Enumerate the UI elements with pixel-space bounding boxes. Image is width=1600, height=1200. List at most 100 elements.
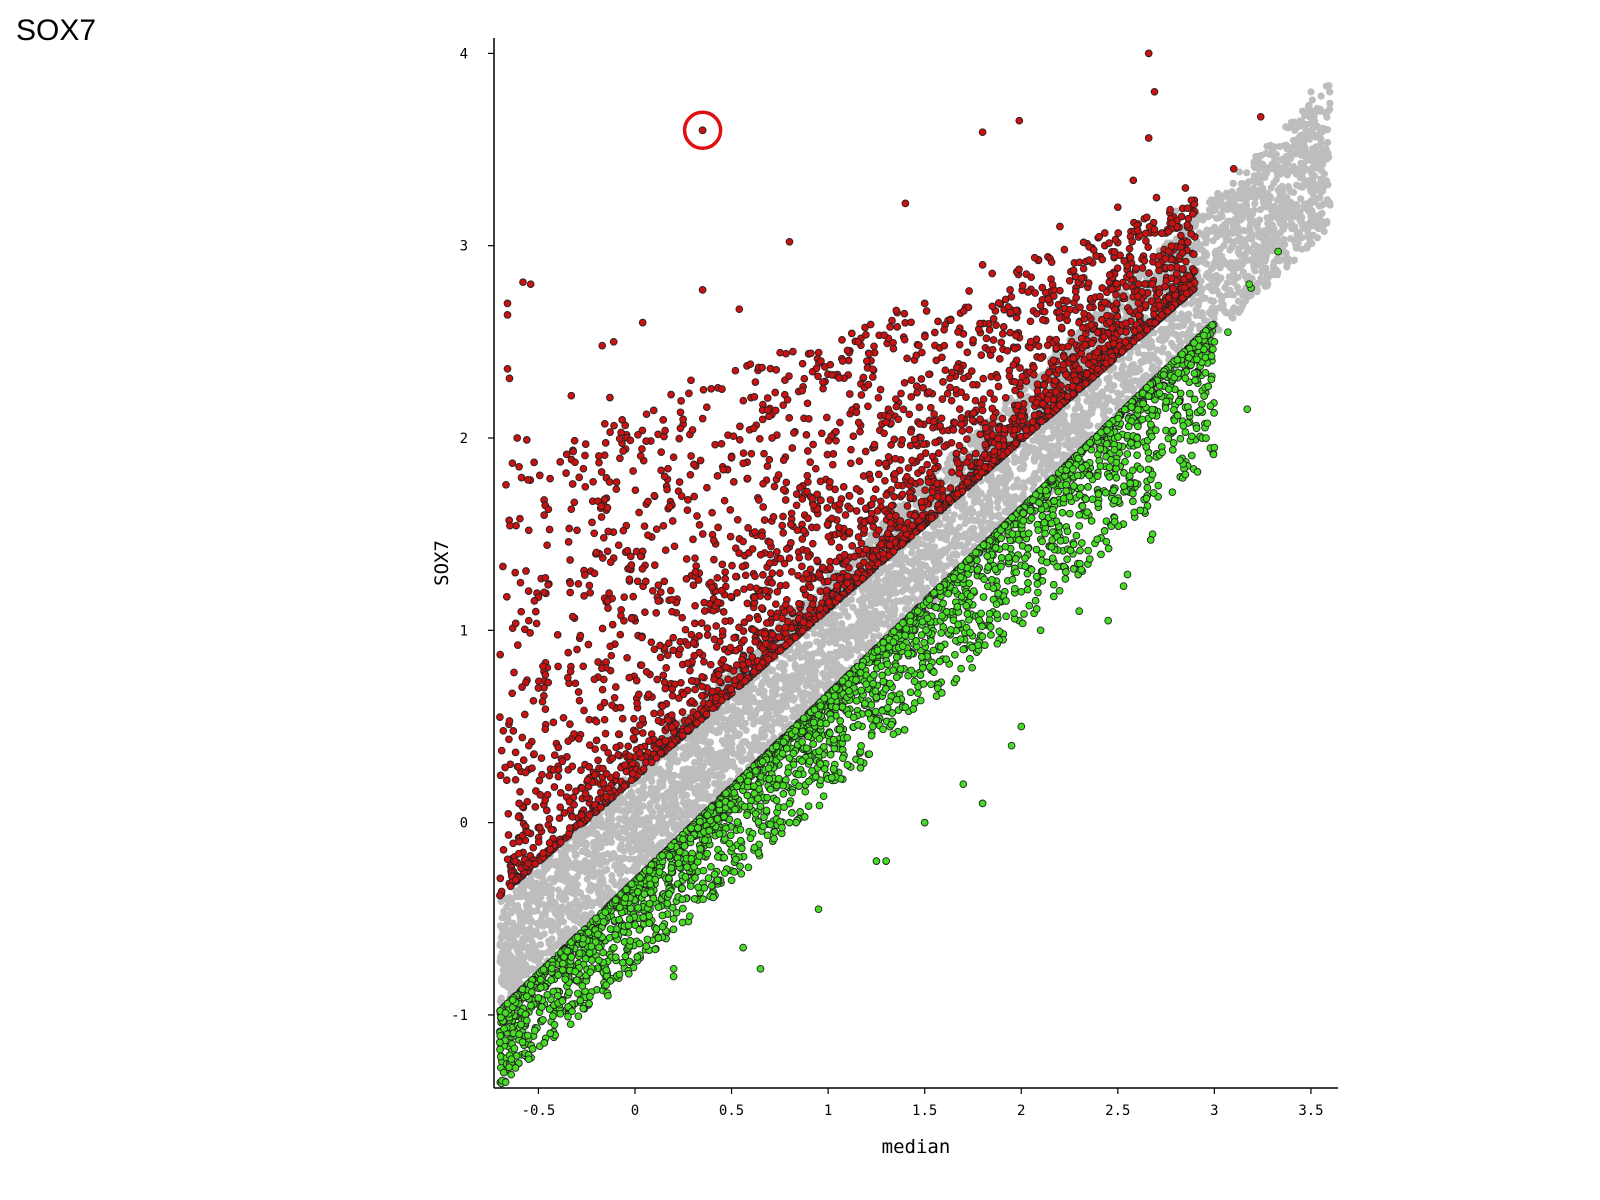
neutral-point xyxy=(1280,225,1288,233)
neutral-point xyxy=(715,771,723,779)
neutral-point xyxy=(1222,236,1230,244)
neutral-point xyxy=(676,814,684,822)
neutral-point xyxy=(1297,195,1305,203)
neutral-point xyxy=(623,867,631,875)
neutral-point xyxy=(884,614,893,622)
neutral-point xyxy=(544,917,552,925)
neutral-point xyxy=(869,632,878,641)
neutral-point xyxy=(597,888,605,896)
neutral-point xyxy=(1211,206,1219,214)
neutral-point xyxy=(541,866,549,875)
neutral-point xyxy=(817,642,825,650)
neutral-point xyxy=(825,672,833,681)
neutral-point xyxy=(1253,247,1261,255)
neutral-point xyxy=(760,687,768,695)
neutral-point xyxy=(585,859,593,867)
neutral-point xyxy=(532,927,540,935)
neutral-point xyxy=(731,728,739,736)
neutral-point xyxy=(741,719,750,727)
neutral-point xyxy=(1030,480,1038,488)
neutral-point xyxy=(626,855,634,863)
neutral-point xyxy=(522,935,530,943)
neutral-point xyxy=(554,940,562,949)
neutral-point xyxy=(961,505,969,513)
neutral-point xyxy=(631,862,639,870)
neutral-point xyxy=(701,738,710,746)
neutral-point xyxy=(522,961,530,969)
neutral-point xyxy=(1235,250,1243,258)
neutral-point xyxy=(815,621,823,629)
neutral-point xyxy=(808,690,816,699)
neutral-point xyxy=(678,792,686,800)
neutral-point xyxy=(778,704,786,712)
neutral-point xyxy=(918,561,926,569)
neutral-point xyxy=(630,796,638,804)
neutral-point xyxy=(807,667,815,675)
neutral-point xyxy=(911,575,920,583)
neutral-point xyxy=(1262,203,1271,211)
neutral-point xyxy=(1317,210,1325,218)
neutral-point xyxy=(758,725,766,734)
neutral-point xyxy=(555,893,563,901)
neutral-point xyxy=(540,930,548,938)
neutral-point xyxy=(1326,99,1334,107)
neutral-point xyxy=(864,594,872,602)
neutral-point xyxy=(837,629,846,637)
neutral-point xyxy=(786,690,795,698)
neutral-point xyxy=(715,779,724,787)
neutral-point xyxy=(604,884,612,892)
neutral-point xyxy=(607,838,616,846)
neutral-point xyxy=(549,860,557,868)
neutral-point xyxy=(961,530,969,538)
neutral-point xyxy=(966,516,974,524)
neutral-point xyxy=(573,881,581,889)
neutral-point xyxy=(1275,165,1283,173)
neutral-point xyxy=(629,824,637,833)
neutral-point xyxy=(631,845,639,853)
neutral-point xyxy=(1234,230,1242,238)
neutral-point xyxy=(1261,257,1269,265)
neutral-point xyxy=(557,930,565,938)
neutral-point xyxy=(875,593,883,601)
neutral-point xyxy=(1308,96,1316,104)
neutral-point xyxy=(516,913,524,921)
neutral-point xyxy=(988,513,996,521)
neutral-point xyxy=(523,928,531,936)
neutral-point xyxy=(769,692,777,700)
neutral-point xyxy=(1282,200,1290,208)
neutral-point xyxy=(616,844,624,852)
neutral-point xyxy=(691,758,699,767)
neutral-point xyxy=(1262,264,1270,272)
neutral-point xyxy=(1169,329,1177,337)
neutral-point xyxy=(681,801,690,809)
neutral-point xyxy=(758,715,766,723)
neutral-point xyxy=(806,697,815,705)
neutral-point xyxy=(912,582,921,590)
neutral-point xyxy=(765,709,773,717)
neutral-point xyxy=(1241,257,1249,265)
neutral-point xyxy=(551,909,560,917)
neutral-point xyxy=(908,549,916,557)
neutral-point xyxy=(1095,401,1103,409)
neutral-point xyxy=(1137,376,1145,384)
neutral-point xyxy=(1225,273,1233,281)
neutral-point xyxy=(1046,447,1054,455)
neutral-point xyxy=(573,900,581,908)
neutral-point xyxy=(1254,224,1262,232)
neutral-point xyxy=(1205,309,1213,317)
neutral-point xyxy=(928,567,936,575)
neutral-point xyxy=(1061,427,1069,436)
neutral-point xyxy=(597,854,606,862)
neutral-point xyxy=(1218,213,1226,221)
neutral-point xyxy=(1140,351,1148,359)
neutral-point xyxy=(793,680,801,688)
neutral-point xyxy=(847,651,855,659)
neutral-point xyxy=(1125,382,1133,391)
neutral-point xyxy=(797,690,805,699)
neutral-point xyxy=(515,942,523,950)
neutral-point xyxy=(576,865,584,873)
neutral-point xyxy=(668,796,676,804)
neutral-point xyxy=(701,790,709,799)
neutral-point xyxy=(1113,372,1121,380)
neutral-point xyxy=(934,554,942,562)
